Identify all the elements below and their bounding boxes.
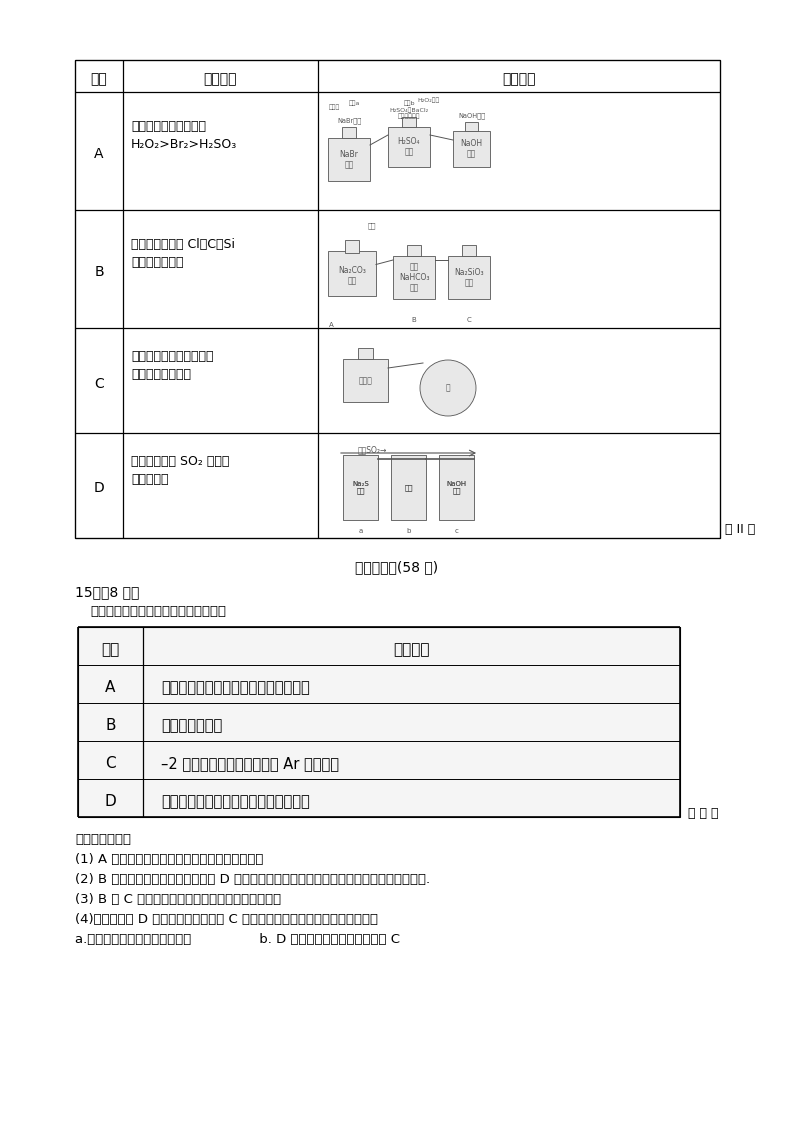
Text: b: b — [407, 528, 410, 535]
Text: a.常温下，两种单质的熔点不同                b. D 的气态氢化物的稳定性大于 C: a.常温下，两种单质的熔点不同 b. D 的气态氢化物的稳定性大于 C — [75, 933, 400, 946]
Text: NaBr
溶液: NaBr 溶液 — [340, 149, 358, 170]
Text: 热氢气: 热氢气 — [329, 104, 340, 110]
Text: NaBr溶液: NaBr溶液 — [337, 117, 361, 124]
Text: 性、漂白性: 性、漂白性 — [131, 473, 168, 486]
Text: A: A — [329, 322, 333, 328]
Text: 焰色反应为黄色: 焰色反应为黄色 — [161, 719, 222, 733]
Bar — [345, 240, 359, 253]
Text: NaOH
溶液: NaOH 溶液 — [461, 139, 483, 158]
Text: 盐酸: 盐酸 — [368, 222, 376, 229]
Bar — [407, 245, 422, 256]
Bar — [448, 256, 490, 299]
Text: H₂O₂>Br₂>H₂SO₃: H₂O₂>Br₂>H₂SO₃ — [131, 138, 237, 150]
Bar — [343, 455, 378, 520]
Text: 15．（8 分）: 15．（8 分） — [75, 585, 140, 599]
Bar — [78, 627, 680, 818]
Bar — [388, 127, 430, 166]
Text: NaOH
溶液: NaOH 溶液 — [446, 481, 467, 494]
Text: 氯水: 氯水 — [404, 484, 413, 491]
Bar — [328, 138, 370, 181]
Bar — [402, 117, 416, 127]
Text: D: D — [94, 482, 104, 495]
Text: 氯水: 氯水 — [404, 484, 413, 491]
Bar — [328, 250, 376, 296]
Text: C: C — [105, 757, 116, 772]
Bar — [461, 245, 476, 256]
Bar — [341, 127, 357, 138]
Bar — [343, 359, 388, 402]
Text: 单质是黄绿色气体，可用于自来水消毒: 单质是黄绿色气体，可用于自来水消毒 — [161, 794, 310, 810]
Text: B: B — [106, 719, 116, 733]
Bar — [357, 348, 373, 359]
Text: c: c — [454, 528, 458, 535]
Text: D: D — [105, 794, 117, 810]
Text: 分非选择题(58 分): 分非选择题(58 分) — [356, 560, 438, 574]
Text: (2) B 的最高价氧化物对应水化物与 D 的最高价氧化物对应水化物反应的离子方程式＿＿＿＿.: (2) B 的最高价氧化物对应水化物与 D 的最高价氧化物对应水化物反应的离子方… — [75, 873, 430, 886]
Bar — [75, 60, 720, 538]
Bar — [465, 122, 478, 131]
Text: (4)能说明元素 D 的非金属性强于元素 C 的实验事实是＿＿＿＿＿（填字母）。: (4)能说明元素 D 的非金属性强于元素 C 的实验事实是＿＿＿＿＿（填字母）。 — [75, 913, 378, 926]
Text: C: C — [94, 376, 104, 391]
Circle shape — [420, 360, 476, 416]
Text: 该实验能验证氧化性：: 该实验能验证氧化性： — [131, 120, 206, 133]
Text: B: B — [94, 265, 104, 279]
Text: 第 II 部: 第 II 部 — [725, 523, 755, 536]
Text: 请 根 据: 请 根 据 — [688, 807, 719, 820]
Text: a: a — [358, 528, 363, 535]
Text: 水: 水 — [445, 383, 450, 393]
Text: Na₂S
溶液: Na₂S 溶液 — [352, 481, 369, 494]
Text: Na₂S
溶液: Na₂S 溶液 — [352, 481, 369, 494]
Text: C: C — [467, 317, 472, 323]
Text: A: A — [94, 147, 104, 161]
Text: 活塞b: 活塞b — [403, 100, 414, 106]
Text: 实验描述: 实验描述 — [204, 72, 237, 86]
Text: (3) B 与 C 所形成化合物的电子式为＿＿＿＿＿＿＿: (3) B 与 C 所形成化合物的电子式为＿＿＿＿＿＿＿ — [75, 893, 281, 906]
Text: NaOH溶液: NaOH溶液 — [458, 112, 485, 119]
Text: 该实验能验证 SO₂ 的氧化: 该实验能验证 SO₂ 的氧化 — [131, 455, 229, 468]
Text: A: A — [106, 681, 116, 695]
Text: 非金属性的强弱: 非金属性的强弱 — [131, 256, 183, 270]
Text: Na₂CO₃
溶液: Na₂CO₃ 溶液 — [338, 266, 366, 285]
Text: (1) A 在元素周期表中的位置是＿＿＿＿＿＿＿＿: (1) A 在元素周期表中的位置是＿＿＿＿＿＿＿＿ — [75, 853, 264, 866]
Text: 元素: 元素 — [102, 642, 120, 657]
Text: H₂O₂溶液: H₂O₂溶液 — [418, 97, 440, 102]
Text: 选项: 选项 — [91, 72, 107, 86]
Bar — [439, 455, 474, 520]
Text: 集并吸收多余氨气: 集并吸收多余氨气 — [131, 368, 191, 381]
Text: 相关信息: 相关信息 — [393, 642, 430, 657]
Text: 该实验能够比较 Cl、C、Si: 该实验能够比较 Cl、C、Si — [131, 238, 235, 252]
Text: Na₂SiO₃
溶液: Na₂SiO₃ 溶液 — [454, 267, 484, 287]
Text: 气态氢化物极易溶于水，水溶液显碱性: 气态氢化物极易溶于水，水溶液显碱性 — [161, 681, 310, 695]
Text: H₂SO₄
混合: H₂SO₄ 混合 — [398, 137, 420, 156]
Text: 该实验装置用于干燥、收: 该实验装置用于干燥、收 — [131, 350, 214, 363]
Bar — [391, 455, 426, 520]
Text: H₂SO₄和BaCl₂
澄清混合溶液: H₂SO₄和BaCl₂ 澄清混合溶液 — [389, 107, 429, 119]
Text: 液溴a: 液溴a — [349, 100, 360, 106]
Text: 足量SO₂→: 足量SO₂→ — [358, 445, 387, 454]
Text: 饱和
NaHCO₃
溶液: 饱和 NaHCO₃ 溶液 — [399, 263, 430, 292]
Bar — [453, 131, 490, 167]
Text: NaOH
溶液: NaOH 溶液 — [446, 481, 467, 494]
Text: 有四种短周期元素，相关信息如下表。: 有四种短周期元素，相关信息如下表。 — [90, 605, 226, 618]
Text: 碱石灰: 碱石灰 — [359, 376, 372, 385]
Text: –2 价阴离子的电子层结构与 Ar 原子相同: –2 价阴离子的电子层结构与 Ar 原子相同 — [161, 757, 339, 772]
Text: 实验图示: 实验图示 — [503, 72, 536, 86]
Text: B: B — [411, 317, 416, 323]
Bar — [393, 256, 435, 299]
Text: 表中信息回答：: 表中信息回答： — [75, 833, 131, 846]
